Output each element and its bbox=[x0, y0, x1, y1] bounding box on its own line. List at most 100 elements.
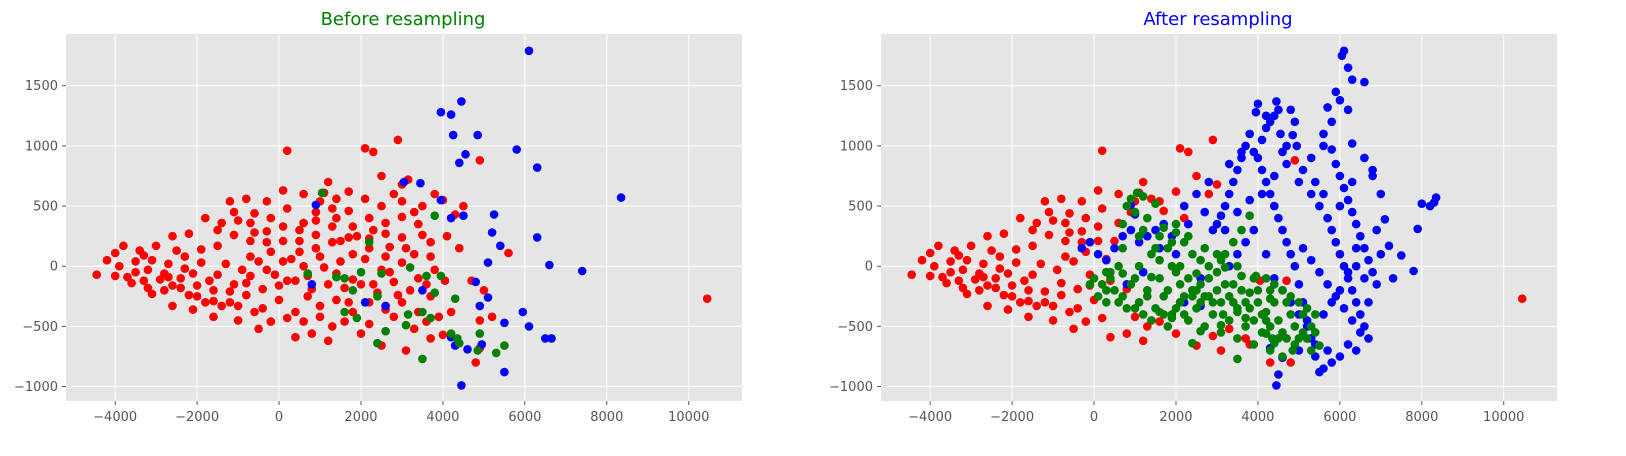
data-point bbox=[172, 246, 181, 255]
data-point bbox=[1306, 189, 1316, 199]
data-point bbox=[381, 326, 390, 336]
data-point bbox=[1212, 286, 1222, 295]
data-point bbox=[1130, 207, 1140, 217]
data-point bbox=[1319, 141, 1328, 151]
data-point bbox=[176, 283, 185, 293]
data-point bbox=[131, 267, 140, 277]
data-point bbox=[381, 229, 390, 238]
data-point bbox=[385, 267, 395, 277]
data-point bbox=[1372, 225, 1381, 235]
data-point bbox=[1253, 298, 1263, 307]
data-point bbox=[1274, 105, 1283, 115]
data-point bbox=[1288, 346, 1297, 355]
data-point bbox=[250, 228, 259, 237]
data-point bbox=[942, 278, 951, 288]
data-point bbox=[1319, 129, 1328, 139]
data-point bbox=[1282, 276, 1291, 286]
data-point bbox=[1122, 304, 1132, 313]
data-point bbox=[401, 320, 411, 330]
data-point bbox=[266, 317, 276, 326]
data-point bbox=[1138, 336, 1148, 346]
data-point bbox=[1216, 328, 1226, 337]
data-point bbox=[1155, 317, 1164, 326]
data-point bbox=[340, 317, 349, 326]
data-point bbox=[1159, 292, 1168, 301]
data-point bbox=[471, 358, 481, 367]
data-point bbox=[1179, 292, 1189, 301]
x-tick-label: 8000 bbox=[590, 410, 623, 425]
data-point bbox=[1372, 280, 1381, 289]
data-point bbox=[246, 218, 255, 228]
data-point bbox=[1335, 249, 1345, 259]
data-point bbox=[1290, 322, 1300, 331]
data-point bbox=[1343, 195, 1353, 205]
data-point bbox=[1351, 261, 1361, 271]
data-point bbox=[213, 270, 222, 280]
data-point bbox=[545, 260, 554, 270]
data-point bbox=[246, 236, 255, 246]
data-point bbox=[1364, 255, 1373, 265]
data-point bbox=[1081, 317, 1091, 326]
data-point bbox=[1251, 107, 1261, 117]
x-tick-label: 6000 bbox=[1323, 410, 1356, 425]
data-point bbox=[364, 319, 374, 329]
y-tick-label: −1000 bbox=[829, 380, 873, 395]
data-point bbox=[524, 46, 534, 56]
data-point bbox=[1337, 51, 1347, 60]
data-point bbox=[409, 324, 419, 334]
data-point bbox=[1368, 165, 1377, 175]
data-point bbox=[1044, 207, 1054, 217]
data-point bbox=[381, 252, 390, 261]
y-tick-label: 1500 bbox=[25, 79, 58, 94]
data-point bbox=[282, 146, 292, 155]
data-point bbox=[1138, 310, 1148, 319]
data-point bbox=[282, 313, 292, 323]
data-point bbox=[1102, 255, 1111, 265]
data-point bbox=[311, 216, 321, 225]
data-point bbox=[418, 286, 427, 295]
data-point bbox=[1171, 329, 1181, 338]
data-point bbox=[446, 307, 456, 317]
data-point bbox=[1270, 111, 1279, 121]
data-point bbox=[405, 286, 415, 295]
data-point bbox=[242, 194, 251, 204]
data-point bbox=[1118, 292, 1127, 301]
data-point bbox=[180, 264, 190, 273]
data-point bbox=[475, 156, 485, 165]
data-point bbox=[1218, 310, 1228, 319]
data-point bbox=[1196, 280, 1205, 289]
data-point bbox=[430, 288, 440, 298]
data-point bbox=[1397, 251, 1406, 260]
data-point bbox=[1138, 192, 1148, 201]
data-point bbox=[1065, 228, 1074, 237]
data-point bbox=[1270, 274, 1279, 283]
data-point bbox=[1048, 216, 1058, 225]
data-point bbox=[1114, 298, 1123, 307]
data-point bbox=[1229, 298, 1238, 307]
data-point bbox=[1065, 307, 1074, 317]
data-point bbox=[1106, 274, 1115, 283]
data-point bbox=[1134, 231, 1144, 241]
data-point bbox=[401, 346, 411, 355]
data-point bbox=[702, 294, 712, 304]
data-point bbox=[418, 354, 427, 364]
data-point bbox=[399, 177, 409, 187]
data-point bbox=[266, 247, 276, 257]
data-point bbox=[348, 275, 358, 284]
data-point bbox=[1274, 316, 1283, 325]
data-point bbox=[1315, 267, 1324, 277]
data-point bbox=[188, 269, 198, 278]
data-point bbox=[201, 298, 210, 307]
data-point bbox=[1085, 280, 1095, 289]
data-point bbox=[487, 228, 497, 237]
data-point bbox=[1077, 237, 1087, 247]
data-point bbox=[1040, 197, 1050, 206]
data-point bbox=[356, 280, 366, 289]
data-point bbox=[1192, 189, 1201, 199]
data-point bbox=[1097, 146, 1107, 155]
data-point bbox=[1143, 322, 1152, 331]
data-point bbox=[1134, 298, 1144, 307]
data-point bbox=[1196, 326, 1205, 336]
data-point bbox=[1114, 189, 1123, 199]
data-point bbox=[1024, 312, 1033, 322]
